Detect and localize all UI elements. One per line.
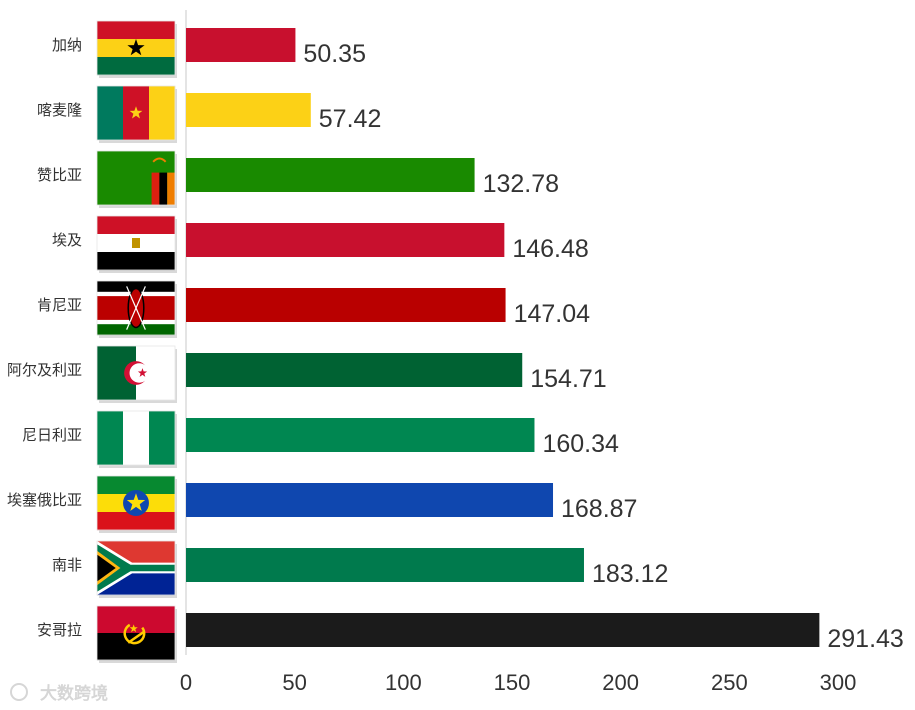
bar bbox=[186, 223, 505, 257]
data-label: 183.12 bbox=[592, 560, 668, 588]
category-label: 南非 bbox=[52, 556, 82, 574]
data-label: 160.34 bbox=[542, 430, 619, 458]
x-tick-label: 100 bbox=[385, 670, 422, 695]
zambia-flag-icon bbox=[96, 150, 177, 208]
flag-layer bbox=[96, 20, 177, 663]
category-label: 肯尼亚 bbox=[37, 296, 82, 314]
category-label: 赞比亚 bbox=[37, 166, 82, 184]
data-label: 132.78 bbox=[483, 170, 559, 198]
watermark-logo-icon bbox=[10, 683, 28, 701]
egypt-flag-icon bbox=[96, 215, 177, 273]
category-label: 喀麦隆 bbox=[37, 101, 82, 119]
bar bbox=[186, 28, 296, 62]
kenya-flag-icon bbox=[96, 280, 177, 338]
watermark: 大数跨境 bbox=[10, 683, 108, 704]
category-label: 加纳 bbox=[52, 36, 82, 54]
x-tick-label: 200 bbox=[602, 670, 639, 695]
x-tick-label: 0 bbox=[180, 670, 192, 695]
category-label: 埃及 bbox=[52, 231, 82, 249]
x-tick-label: 50 bbox=[282, 670, 306, 695]
ghana-flag-icon bbox=[96, 20, 177, 78]
data-label: 146.48 bbox=[512, 235, 588, 263]
text-layer: 0 50 100 150 200 250 300 加纳 50.35 喀麦隆 57.42 赞比亚 132.… bbox=[7, 36, 904, 695]
bar bbox=[186, 548, 584, 582]
data-label: 291.43 bbox=[827, 625, 903, 653]
cameroon-flag-icon bbox=[96, 85, 177, 143]
data-label: 50.35 bbox=[303, 40, 366, 68]
category-label: 安哥拉 bbox=[37, 621, 82, 639]
x-tick-label: 150 bbox=[494, 670, 531, 695]
data-label: 57.42 bbox=[319, 105, 382, 133]
category-label: 埃塞俄比亚 bbox=[7, 491, 82, 509]
x-tick-label: 250 bbox=[711, 670, 748, 695]
bar bbox=[186, 613, 820, 647]
bar-layer bbox=[186, 28, 820, 647]
data-label: 168.87 bbox=[561, 495, 637, 523]
category-label: 阿尔及利亚 bbox=[7, 361, 82, 379]
data-label: 147.04 bbox=[514, 300, 591, 328]
bar bbox=[186, 353, 523, 387]
bar bbox=[186, 483, 554, 517]
category-label: 尼日利亚 bbox=[22, 426, 82, 444]
bar bbox=[186, 158, 475, 192]
bar bbox=[186, 288, 506, 322]
angola-flag-icon bbox=[96, 605, 177, 663]
nigeria-flag-icon bbox=[96, 410, 177, 468]
bar bbox=[186, 93, 311, 127]
ethiopia-flag-icon bbox=[96, 475, 177, 533]
south-africa-flag-icon bbox=[96, 540, 177, 598]
watermark-text: 大数跨境 bbox=[40, 683, 108, 704]
algeria-flag-icon bbox=[96, 345, 177, 403]
bar bbox=[186, 418, 535, 452]
data-label: 154.71 bbox=[530, 365, 606, 393]
x-tick-label: 300 bbox=[820, 670, 857, 695]
